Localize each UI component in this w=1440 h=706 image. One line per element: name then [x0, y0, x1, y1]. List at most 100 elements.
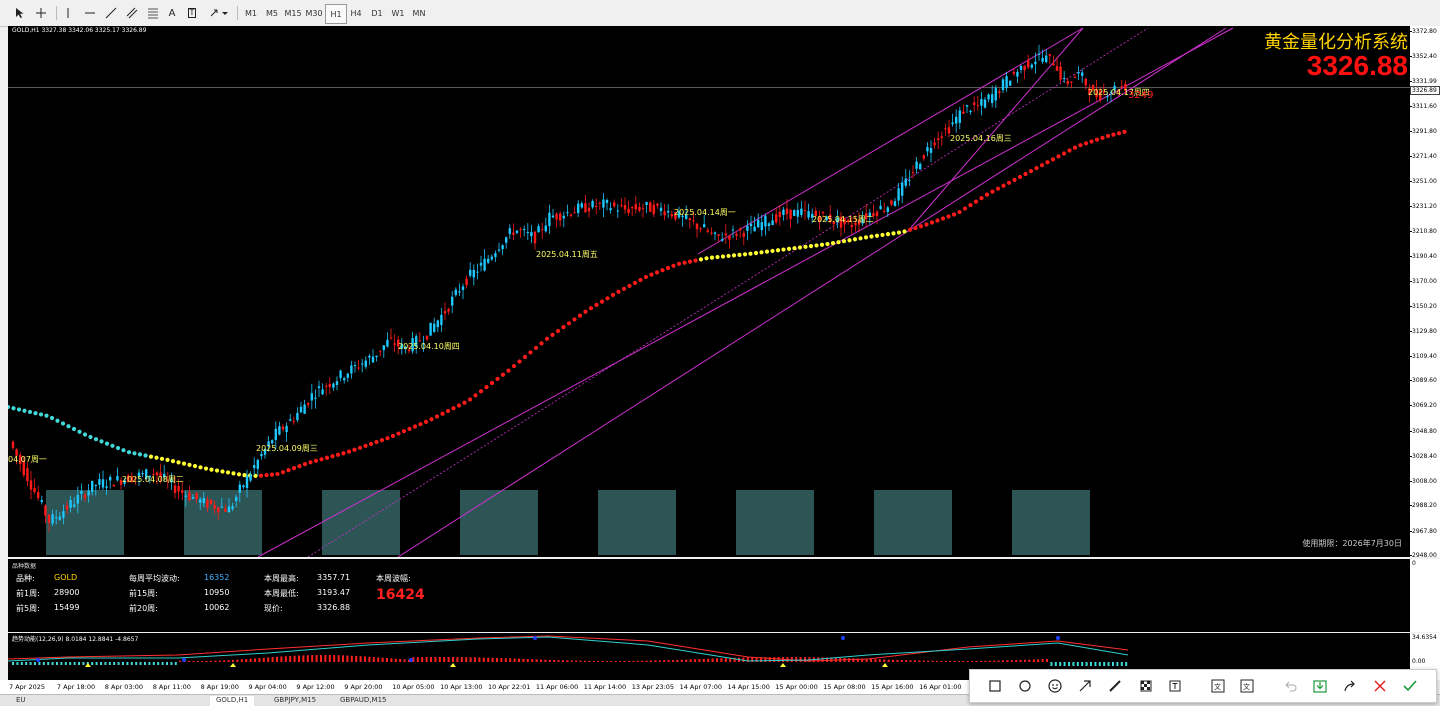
candle-body [681, 215, 684, 218]
osc-bar [799, 657, 802, 662]
candle-body [843, 217, 846, 225]
pen-icon[interactable] [1106, 677, 1124, 695]
ma-dot [473, 393, 478, 398]
timeframe-mn[interactable]: MN [412, 8, 426, 18]
ma-dot [621, 286, 627, 291]
price-chart[interactable]: GOLD,H1 3327.38 3342.06 3325.17 3326.89 … [8, 26, 1410, 557]
timeframe-m15[interactable]: M15 [284, 8, 302, 18]
confirm-icon[interactable] [1401, 677, 1419, 695]
osc-bar [174, 662, 177, 665]
undo-icon[interactable] [1282, 677, 1300, 695]
price-scale[interactable]: 3372.80 3352.40 3331.99 3311.60 3291.80 3271.… [1410, 26, 1440, 559]
candle-body [1012, 71, 1015, 74]
ma-dot [753, 250, 759, 256]
osc-bar [271, 657, 274, 662]
channel-icon[interactable] [124, 4, 140, 22]
tab-gbpaud-m15[interactable]: GBPAUD,M15 [340, 696, 387, 704]
ocr-icon[interactable]: 文 [1209, 677, 1227, 695]
ma-dot [594, 302, 599, 307]
osc-bar [1085, 662, 1088, 666]
text-icon[interactable] [1166, 677, 1184, 695]
osc-bar [20, 662, 23, 665]
time-label: 9 Apr 12:00 [296, 683, 335, 691]
ma-dot [918, 224, 924, 229]
candle-body [245, 475, 249, 489]
ma-dot [286, 468, 291, 473]
ma-dot [225, 470, 231, 475]
time-label: 7 Apr 2025 [9, 683, 46, 691]
osc-bar [553, 659, 556, 662]
rectangle-icon[interactable] [986, 677, 1004, 695]
candle-body [371, 356, 375, 363]
translate-icon[interactable]: 文 [1238, 677, 1256, 695]
ma-dot [88, 434, 93, 440]
circle-icon[interactable] [1016, 677, 1034, 695]
arrow-tool-dropdown[interactable] [206, 4, 232, 22]
mosaic-icon[interactable] [1137, 677, 1155, 695]
candle-body [616, 210, 619, 212]
trendline-icon[interactable] [103, 4, 119, 22]
close-icon[interactable] [1371, 677, 1389, 695]
ma-dot [979, 196, 984, 201]
osc-bar [707, 658, 710, 662]
candle-body [857, 219, 861, 225]
tab-eu[interactable]: EU [16, 696, 26, 704]
candle-body [181, 490, 184, 493]
ma-dot [572, 317, 577, 322]
emoji-icon[interactable] [1046, 677, 1064, 695]
vertical-line-icon[interactable] [60, 4, 76, 22]
candle-body [199, 499, 202, 503]
osc-bar [144, 662, 146, 665]
share-icon[interactable] [1341, 677, 1359, 695]
timeframe-m30[interactable]: M30 [305, 8, 323, 18]
arrow-icon[interactable] [1076, 677, 1094, 695]
candle-body [476, 271, 479, 273]
text-label-icon[interactable]: T [184, 4, 200, 22]
ma-dot [995, 186, 1001, 191]
timeframe-m5[interactable]: M5 [266, 8, 278, 18]
timeframe-h4[interactable]: H4 [350, 8, 362, 18]
cursor-icon[interactable] [12, 4, 28, 22]
candle-body [15, 449, 18, 456]
timeframe-m1[interactable]: M1 [245, 8, 257, 18]
ma-dot [632, 280, 638, 286]
time-label: 8 Apr 11:00 [152, 683, 191, 691]
osc-bar [214, 660, 217, 662]
candle-body [721, 239, 724, 241]
price-tick: 3231.20 [1412, 202, 1437, 210]
osc-bar [931, 660, 934, 662]
text-tool-icon[interactable]: A [168, 7, 176, 19]
osc-bar [518, 658, 520, 662]
symbol-ohlc-line: GOLD,H1 3327.38 3342.06 3325.17 3326.89 [12, 27, 147, 34]
ma-dot [1089, 139, 1094, 144]
prev15-label: 前15周: [129, 589, 158, 598]
ma-dot [561, 325, 566, 330]
osc-dot [182, 658, 186, 662]
candle-body [803, 210, 807, 212]
candle-body [1030, 64, 1033, 68]
horizontal-line-icon[interactable] [82, 4, 98, 22]
candle-body [868, 212, 871, 217]
ma-dot [715, 254, 720, 260]
save-icon[interactable] [1311, 677, 1329, 695]
candle-body [29, 480, 33, 490]
candle-body [91, 480, 94, 492]
prev1-value: 28900 [54, 588, 80, 597]
candle-body [587, 207, 591, 212]
fibonacci-icon[interactable] [145, 4, 161, 22]
candle-body [364, 360, 367, 367]
price-tick: 3311.60 [1412, 103, 1437, 111]
osc-bar [258, 658, 261, 662]
osc-bar [584, 660, 586, 662]
candle-body [818, 216, 821, 223]
candle-body [267, 441, 270, 447]
candle-body [1109, 92, 1113, 94]
timeframe-d1[interactable]: D1 [371, 8, 383, 18]
tab-gbpjpy-m15[interactable]: GBPJPY,M15 [274, 696, 317, 704]
timeframe-w1[interactable]: W1 [391, 8, 405, 18]
time-label: 7 Apr 18:00 [56, 683, 96, 691]
timeframe-h1[interactable]: H1 [325, 4, 347, 24]
crosshair-icon[interactable] [33, 4, 49, 22]
candle-body [591, 200, 594, 208]
tab-gold-h1[interactable]: GOLD,H1 [210, 696, 255, 706]
